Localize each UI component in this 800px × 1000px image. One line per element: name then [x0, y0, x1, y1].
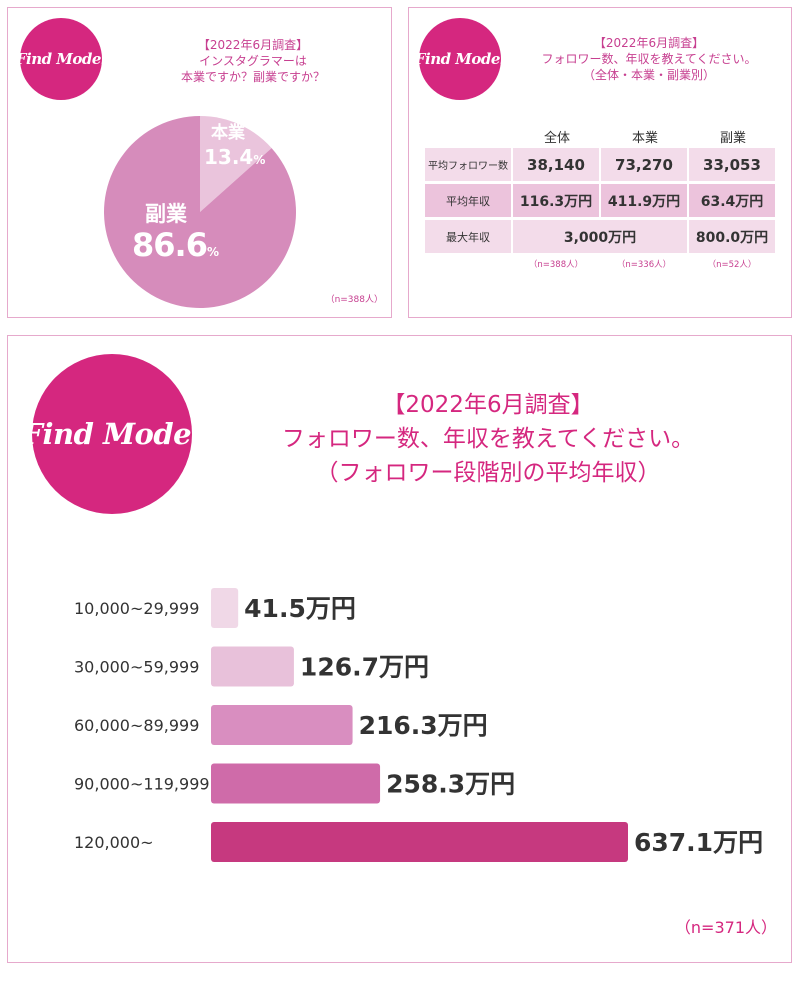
bar	[211, 763, 381, 804]
table-panel: Find Model 【2022年6月調査】 フォロワー数、年収を教えてください…	[408, 7, 792, 318]
pie-value-fuku: 86.6%	[132, 226, 219, 264]
pie-value-number: 13.4	[204, 145, 254, 169]
bar-value-label: 258.3万円	[386, 770, 515, 799]
pie-chart	[104, 116, 296, 309]
table-row-label: 平均フォロワー数	[425, 148, 511, 181]
bar-value-label: 126.7万円	[300, 653, 429, 682]
pie-sample-note: （n=388人）	[325, 295, 383, 305]
table-sample-note: （n=52人）	[707, 260, 757, 270]
bar-title-line: フォロワー数、年収を教えてください。	[281, 426, 695, 452]
bar-chart: 10,000~29,999 41.5万円 30,000~59,999 126.7万円 6…	[74, 588, 763, 862]
table-cell: 38,140	[513, 148, 599, 181]
bar-category-label: 60,000~89,999	[74, 716, 199, 735]
table-title-line: （全体・本業・副業別）	[582, 68, 715, 82]
table-row-label: 平均年収	[425, 184, 511, 217]
pie-label-honsyo: 本業	[211, 123, 245, 143]
table-cell: 73,270	[601, 148, 687, 181]
table-cell: 33,053	[689, 148, 775, 181]
bar-value-label: 216.3万円	[359, 711, 488, 740]
pie-panel: Find Model 【2022年6月調査】 インスタグラマーは 本業ですか？副…	[7, 7, 392, 318]
bar-category-label: 30,000~59,999	[74, 658, 199, 677]
find-model-logo: Find Model	[415, 18, 506, 100]
pie-slice-honsyo	[200, 116, 272, 212]
table-row-label: 最大年収	[425, 220, 511, 253]
bar-title: 【2022年6月調査】 フォロワー数、年収を教えてください。 （フォロワー段階別…	[223, 388, 753, 490]
table-header: 本業	[631, 131, 658, 146]
find-model-logo: Find Model	[16, 18, 107, 100]
table-header: 副業	[719, 131, 746, 146]
bar	[211, 705, 353, 745]
table-sample-note: （n=336人）	[616, 260, 672, 270]
bar-panel: Find Model 【2022年6月調査】 フォロワー数、年収を教えてください…	[7, 335, 792, 963]
bar-title-line: 【2022年6月調査】	[382, 392, 594, 418]
bar	[211, 822, 628, 862]
pie-value-unit: %	[253, 153, 266, 167]
pie-title-line: 【2022年6月調査】	[197, 38, 309, 52]
pie-title: 【2022年6月調査】 インスタグラマーは 本業ですか？副業ですか？	[118, 37, 388, 85]
find-model-logo: Find Model	[22, 354, 202, 514]
bar-title-line: （フォロワー段階別の平均年収）	[315, 460, 661, 486]
table-header: 全体	[543, 131, 570, 146]
pie-title-line: 本業ですか？副業ですか？	[180, 70, 325, 84]
table-sample-note: （n=388人）	[528, 260, 584, 270]
bar-value-label: 41.5万円	[244, 594, 356, 623]
pie-title-line: インスタグラマーは	[199, 54, 307, 68]
bar-category-label: 120,000~	[74, 833, 154, 852]
pie-value-number: 86.6	[132, 226, 208, 264]
table-cell: 411.9万円	[601, 184, 687, 217]
table-cell-merged: 3,000万円	[513, 220, 687, 253]
table-title: 【2022年6月調査】 フォロワー数、年収を教えてください。 （全体・本業・副業…	[509, 35, 789, 83]
bar-category-label: 10,000~29,999	[74, 599, 199, 618]
pie-value-unit: %	[206, 245, 219, 259]
table-title-line: 【2022年6月調査】	[593, 36, 705, 50]
bar-value-label: 637.1万円	[634, 828, 763, 857]
bar-sample-note: （n=371人）	[674, 918, 777, 937]
table-cell: 63.4万円	[689, 184, 775, 217]
bar	[211, 646, 294, 687]
table-title-line: フォロワー数、年収を教えてください。	[541, 52, 757, 66]
table-cell: 800.0万円	[689, 220, 775, 253]
bar	[211, 588, 239, 628]
pie-value-honsyo: 13.4%	[204, 147, 265, 167]
bar-category-label: 90,000~119,999	[74, 775, 210, 794]
pie-label-fuku: 副業	[145, 202, 187, 226]
table-cell: 116.3万円	[513, 184, 599, 217]
pie-slice-fuku	[104, 116, 296, 309]
